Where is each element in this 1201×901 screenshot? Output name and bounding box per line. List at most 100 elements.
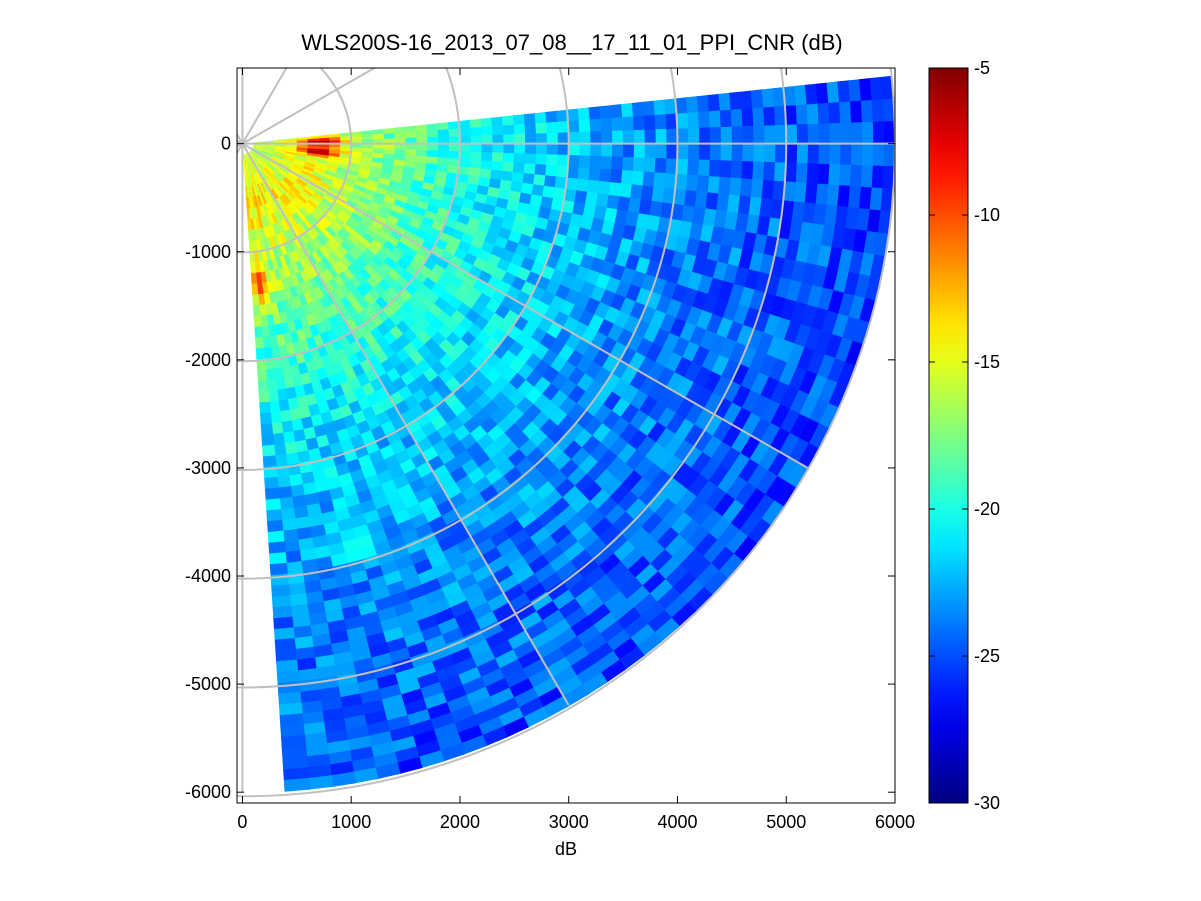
heat-cell-749 [413,206,428,218]
heat-cell-2152 [431,607,456,627]
heat-cell-1111 [510,181,524,195]
heat-cell-418 [350,147,363,153]
heat-cell-432 [334,197,347,208]
heat-cell-148 [284,154,296,160]
heat-cell-2450 [793,324,813,351]
heat-cell-2027 [731,143,744,164]
heat-cell-1931 [271,595,292,609]
heat-cell-1923 [396,564,418,583]
heat-cell-1240 [271,432,285,446]
heat-cell-2200 [401,631,425,649]
heat-cell-351 [293,211,304,224]
heat-cell-1938 [705,192,720,213]
heat-cell-250 [295,179,307,189]
heat-cell-1468 [301,482,318,497]
heat-cell-1853 [655,295,673,317]
heat-cell-926 [468,167,482,179]
heat-cell-1945 [675,302,693,325]
heat-cell-329 [328,155,341,162]
heat-cell-871 [270,345,281,359]
heat-cell-2581 [858,186,873,213]
heat-cell-267 [264,203,272,216]
heat-cell-2436 [299,711,325,726]
heat-cell-725 [312,299,324,313]
heat-cell-2037 [695,310,714,333]
heat-cell-2118 [753,125,766,147]
heat-cell-1102 [268,400,281,414]
heat-cell-1066 [497,188,512,202]
heat-cell-2637 [808,398,830,427]
heat-cell-2491 [831,226,847,252]
heat-cell-721 [333,287,347,301]
heat-cell-1890 [697,159,711,179]
heat-cell-2253 [276,670,300,684]
heat-cell-596 [256,282,264,296]
heat-cell-1894 [688,222,704,243]
heat-cell-1746 [283,550,302,564]
spoke--30 [241,142,809,469]
heat-cell-194 [294,156,307,163]
heat-cell-126 [256,172,264,184]
heat-cell-2702 [520,706,550,729]
heat-cell-617 [368,223,382,236]
heat-cell-356 [280,220,289,233]
heat-cell-1900 [658,313,677,336]
heat-cell-585 [308,265,319,279]
heat-cell-81 [251,163,258,175]
heat-cell-687 [264,303,273,316]
heat-cell-2128 [721,300,740,324]
heat-cell-1425 [264,476,279,490]
heat-cell-796 [420,216,435,229]
heat-cell-255 [287,188,298,199]
heat-cell-115 [266,164,277,174]
heat-cell-2382 [451,657,478,677]
heat-cell-1099 [295,395,309,410]
heat-cell-358 [274,222,283,235]
heat-cell-1892 [694,191,709,211]
heat-cell-2380 [487,639,514,661]
heat-cell-2568 [427,712,455,732]
heat-cell-60 [262,151,274,158]
heat-cell-1617 [627,197,642,216]
heat-cell-289 [312,169,325,177]
heat-cell-1479 [595,193,610,210]
heat-cell-385 [327,189,340,199]
heat-cell-669 [355,256,369,270]
heat-cell-477 [345,199,359,210]
heat-cell-2507 [684,525,710,552]
heat-cell-424 [346,169,360,178]
heat-cell-273 [251,207,256,220]
heat-cell-14 [252,147,264,153]
heat-cell-522 [357,200,371,211]
heat-cell-766 [345,292,358,307]
heat-cell-2288 [478,620,504,642]
heat-cell-2061 [407,594,431,613]
heat-cell-703 [403,202,417,214]
colorbar-tick-label--5: -5 [974,58,990,78]
heat-cell-2573 [324,739,351,756]
heat-cell-2394 [818,123,831,147]
heat-cell-1174 [444,331,462,349]
heat-cell-459 [249,251,255,264]
heat-cell-2541 [820,310,840,338]
heat-cell-1745 [297,548,317,563]
heat-cell-678 [313,286,325,301]
heat-cell-1058 [502,115,515,127]
heat-cell-345 [306,199,319,210]
heat-cell-2318 [711,419,733,445]
heat-cell-527 [344,219,358,232]
heat-cell-1190 [309,413,324,428]
heat-cell-628 [326,266,339,280]
heat-cell-1615 [631,170,645,188]
heat-cell-969 [481,143,494,154]
x-tick-label-0: 0 [237,812,247,832]
heat-cell-2546 [778,409,801,437]
heat-cell-1149 [260,412,273,425]
heat-cell-1145 [297,405,312,420]
heat-cell-873 [255,347,266,361]
heat-cell-1608 [280,518,298,532]
heat-cell-443 [305,228,317,241]
heat-cell-1518 [610,104,624,120]
x-tick-label-4000: 4000 [657,812,697,832]
heat-cell-337 [320,178,333,188]
